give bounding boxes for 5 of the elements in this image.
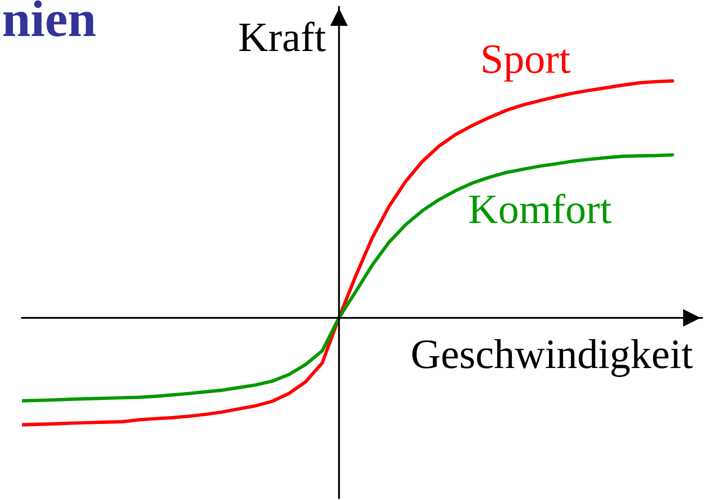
y-axis-title: Kraft	[239, 22, 326, 52]
series-label: Sport	[483, 45, 570, 82]
chart-title: nien	[3, 0, 96, 36]
x-axis-title: Geschwindigkeit	[412, 339, 693, 377]
series-label: Komfort	[469, 194, 612, 224]
